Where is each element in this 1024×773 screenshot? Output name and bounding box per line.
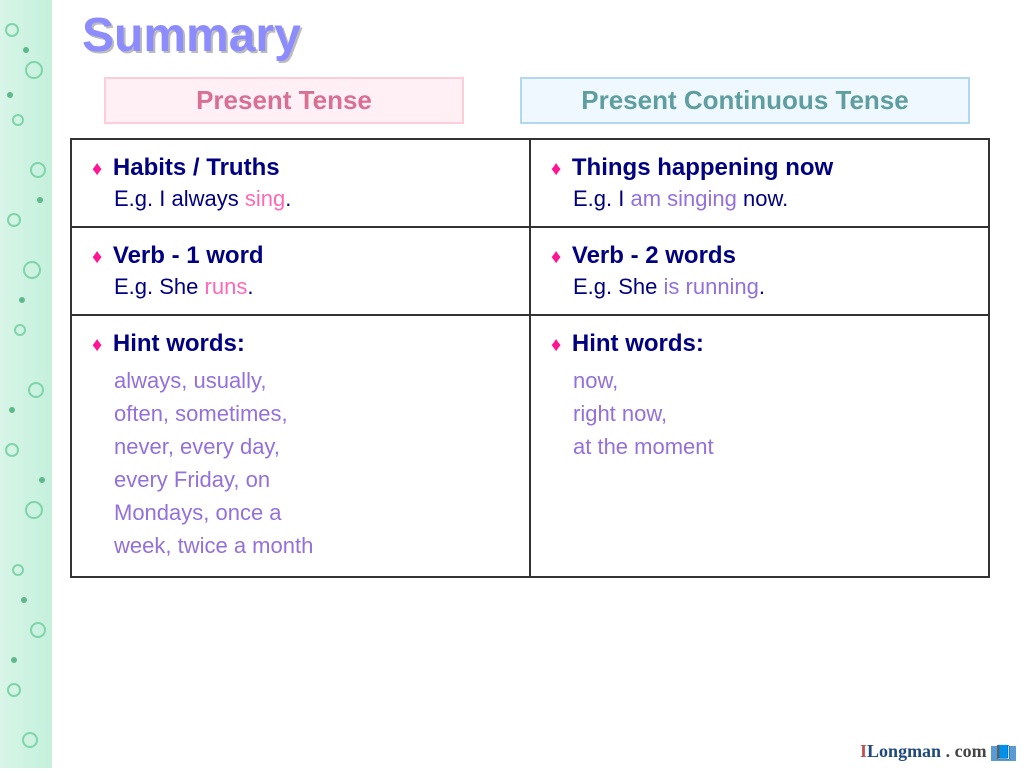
- cell-happening-now: ♦ Things happening now E.g. I am singing…: [530, 139, 989, 227]
- footer-branding: ILongman . com 📘: [860, 741, 1016, 762]
- example-text: E.g. I am singing now.: [573, 186, 968, 212]
- cell-hints-left: ♦ Hint words: always, usually, often, so…: [71, 315, 530, 577]
- example-text: E.g. She runs.: [114, 274, 509, 300]
- column-headers: Present Tense Present Continuous Tense: [104, 77, 1010, 124]
- cell-hints-right: ♦ Hint words: now, right now, at the mom…: [530, 315, 989, 577]
- diamond-icon: ♦: [551, 246, 561, 268]
- hint-label: Hint words:: [572, 330, 704, 357]
- diamond-icon: ♦: [551, 158, 561, 180]
- cell-verb-2: ♦ Verb - 2 words E.g. She is running.: [530, 227, 989, 315]
- slide-content: Summary Present Tense Present Continuous…: [70, 8, 1010, 578]
- table-row: ♦ Habits / Truths E.g. I always sing. ♦ …: [71, 139, 989, 227]
- header-present-tense: Present Tense: [104, 77, 464, 124]
- hint-label: Hint words:: [113, 330, 245, 357]
- header-present-continuous: Present Continuous Tense: [520, 77, 970, 124]
- example-text: E.g. She is running.: [573, 274, 968, 300]
- footer-i: I: [860, 741, 867, 761]
- row-heading: Verb - 1 word: [113, 242, 264, 269]
- row-heading: Habits / Truths: [113, 154, 280, 181]
- footer-icon: 📘: [991, 746, 1016, 761]
- diamond-icon: ♦: [92, 246, 102, 268]
- diamond-icon: ♦: [92, 158, 102, 180]
- row-heading: Things happening now: [572, 154, 833, 181]
- table-row: ♦ Verb - 1 word E.g. She runs. ♦ Verb - …: [71, 227, 989, 315]
- row-heading: Verb - 2 words: [572, 242, 736, 269]
- example-text: E.g. I always sing.: [114, 186, 509, 212]
- cell-habits: ♦ Habits / Truths E.g. I always sing.: [71, 139, 530, 227]
- footer-name: Longman: [867, 741, 941, 761]
- cell-verb-1: ♦ Verb - 1 word E.g. She runs.: [71, 227, 530, 315]
- table-row: ♦ Hint words: always, usually, often, so…: [71, 315, 989, 577]
- hint-words-left: always, usually, often, sometimes, never…: [114, 364, 509, 562]
- diamond-icon: ♦: [92, 334, 102, 356]
- comparison-table: ♦ Habits / Truths E.g. I always sing. ♦ …: [70, 138, 990, 578]
- hint-words-right: now, right now, at the moment: [573, 364, 968, 463]
- footer-dot: . com: [941, 741, 986, 761]
- slide-title: Summary: [82, 8, 1010, 63]
- decorative-sidebar: [0, 0, 52, 768]
- diamond-icon: ♦: [551, 334, 561, 356]
